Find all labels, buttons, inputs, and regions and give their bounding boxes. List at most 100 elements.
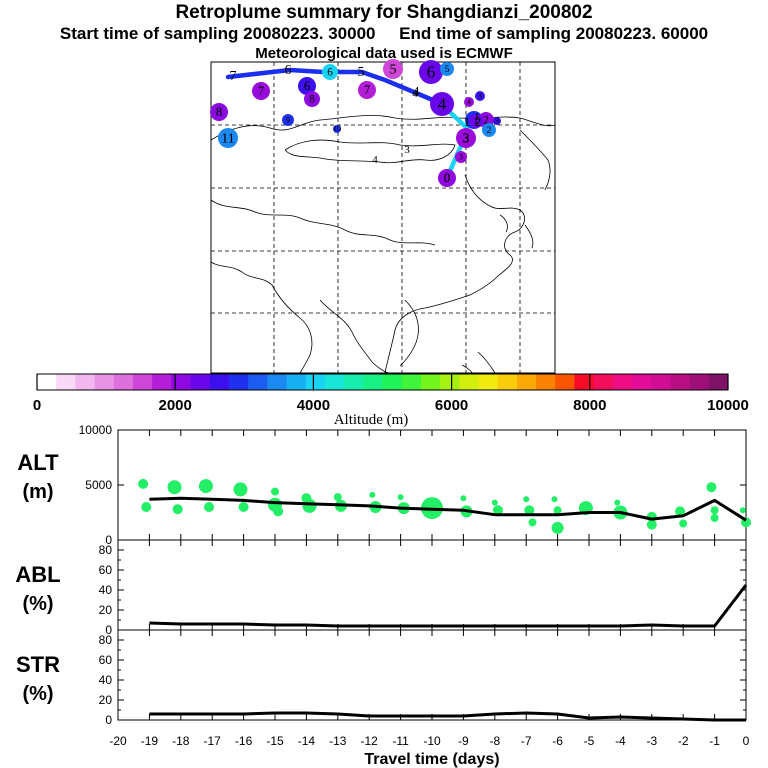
cluster-circle xyxy=(482,123,496,137)
cluster-label: 3 xyxy=(478,91,482,100)
altitude-scatter-point xyxy=(710,514,719,522)
panel-frame xyxy=(117,539,747,631)
x-tick-label: -16 xyxy=(235,734,253,748)
altitude-scatter-point xyxy=(646,519,657,530)
colorbar-swatch xyxy=(516,374,537,390)
cluster-circle xyxy=(333,125,341,133)
x-tick-label: -15 xyxy=(266,734,284,748)
altitude-scatter-point xyxy=(523,496,530,503)
colorbar-swatch xyxy=(420,374,441,390)
colorbar-swatch xyxy=(593,374,614,390)
cluster-label: 11 xyxy=(221,132,234,147)
y-tick-label: 0 xyxy=(105,623,112,637)
trajectory-number: 7 xyxy=(230,69,237,84)
cluster-label: 4 xyxy=(438,94,447,113)
x-tick-label: -9 xyxy=(458,734,469,748)
x-tick-label: -1 xyxy=(709,734,720,748)
panel-unit: (%) xyxy=(22,593,53,615)
cluster-circle xyxy=(475,91,485,101)
colorbar-swatch xyxy=(305,374,326,390)
y-tick-label: 20 xyxy=(99,693,113,707)
altitude-scatter-point xyxy=(679,519,688,528)
panel-unit: (%) xyxy=(22,683,53,705)
cluster-label: 6 xyxy=(327,67,333,79)
colorbar-swatch xyxy=(536,374,556,390)
colorbar-swatch xyxy=(171,374,191,390)
cluster-circle xyxy=(464,97,474,107)
colorbar-swatch xyxy=(632,374,652,390)
colorbar-swatch xyxy=(324,374,345,390)
cluster-label: 6 xyxy=(304,79,310,93)
cluster-circle xyxy=(322,64,338,80)
time-series-panels: ALT (m) 0 5000 10000 ABL (%) 0 20 40 60 80 STR (%) 0 20… xyxy=(15,423,751,768)
colorbar-swatch xyxy=(37,374,57,390)
x-tick-label: -5 xyxy=(584,734,595,748)
altitude-scatter-point xyxy=(551,496,558,503)
map-number-label: 1 xyxy=(474,111,480,123)
cluster-label: 2 xyxy=(487,125,492,136)
trajectory-number: 1 xyxy=(464,114,471,129)
panel-title: ALT xyxy=(17,450,59,475)
cluster-label: 3 xyxy=(459,153,463,162)
colorbar-swatch xyxy=(612,374,633,390)
colorbar-tick-label: 10000 xyxy=(707,397,749,414)
x-tick-label: -10 xyxy=(423,734,441,748)
cluster-label: 8 xyxy=(216,105,222,119)
cluster-label: 9 xyxy=(286,116,290,125)
trajectory-number: 2 xyxy=(475,114,482,129)
colorbar-swatch xyxy=(363,374,383,390)
map-coastlines xyxy=(210,115,556,374)
altitude-scatter-point xyxy=(141,502,152,512)
series-line xyxy=(149,496,747,522)
y-tick-label: 40 xyxy=(99,673,113,687)
y-tick-label: 40 xyxy=(99,583,113,597)
altitude-scatter-point xyxy=(491,499,498,506)
altitude-scatter-point xyxy=(524,505,535,516)
y-tick-label: 60 xyxy=(99,563,113,577)
colorbar-swatch xyxy=(190,374,211,390)
y-tick-label: 0 xyxy=(105,713,112,727)
x-axis-label: Travel time (days) xyxy=(364,751,499,768)
start-time-label: Start time of sampling 20080223. 30000 xyxy=(59,24,376,43)
series-line xyxy=(149,584,748,628)
colorbar-swatch xyxy=(344,374,364,390)
x-tick-label: 0 xyxy=(743,734,750,748)
cluster-label: 7 xyxy=(364,83,370,97)
colorbar-axis-label: Altitude (m) xyxy=(334,412,409,428)
cluster-label: 6 xyxy=(427,62,435,81)
x-tick-label: -19 xyxy=(141,734,159,748)
cluster-circle xyxy=(469,114,483,128)
y-tick-label: 5000 xyxy=(85,478,112,492)
altitude-scatter-point xyxy=(302,498,317,513)
x-tick-label: -4 xyxy=(615,734,626,748)
colorbar-swatch xyxy=(267,374,287,390)
colorbar-swatch xyxy=(574,374,595,390)
trajectory-number: 4 xyxy=(413,85,420,100)
altitude-scatter-point xyxy=(273,506,284,517)
map-frame xyxy=(210,61,556,374)
sampling-times: Start time of sampling 20080223. 30000 E… xyxy=(0,24,768,44)
altitude-scatter-point xyxy=(710,506,719,515)
trajectory-number: 0 xyxy=(444,170,451,185)
colorbar-swatch xyxy=(56,374,76,390)
cluster-circle xyxy=(282,114,294,126)
altitude-scatter-point xyxy=(614,499,621,506)
colorbar-swatch xyxy=(286,374,307,390)
altitude-scatter-point xyxy=(706,482,717,493)
colorbar-swatch xyxy=(670,374,691,390)
colorbar-swatch xyxy=(248,374,268,390)
altitude-scatter-point xyxy=(333,493,342,502)
altitude-scatter-point xyxy=(198,479,213,494)
cluster-circle xyxy=(210,103,228,121)
map-number-label: 4 xyxy=(412,88,418,100)
altitude-scatter-point xyxy=(397,494,404,501)
cluster-label: 5 xyxy=(445,64,450,75)
colorbar-tick-label: 0 xyxy=(33,397,41,414)
cluster-label: 3 xyxy=(495,116,499,125)
colorbar-swatch xyxy=(497,374,518,390)
chart-title: Retroplume summary for Shangdianzi_20080… xyxy=(175,2,593,23)
cluster-markers: 8768675654434321231191030765432104341 xyxy=(210,59,501,187)
trajectory-number: 5 xyxy=(358,65,365,80)
x-tick-label: -6 xyxy=(552,734,563,748)
